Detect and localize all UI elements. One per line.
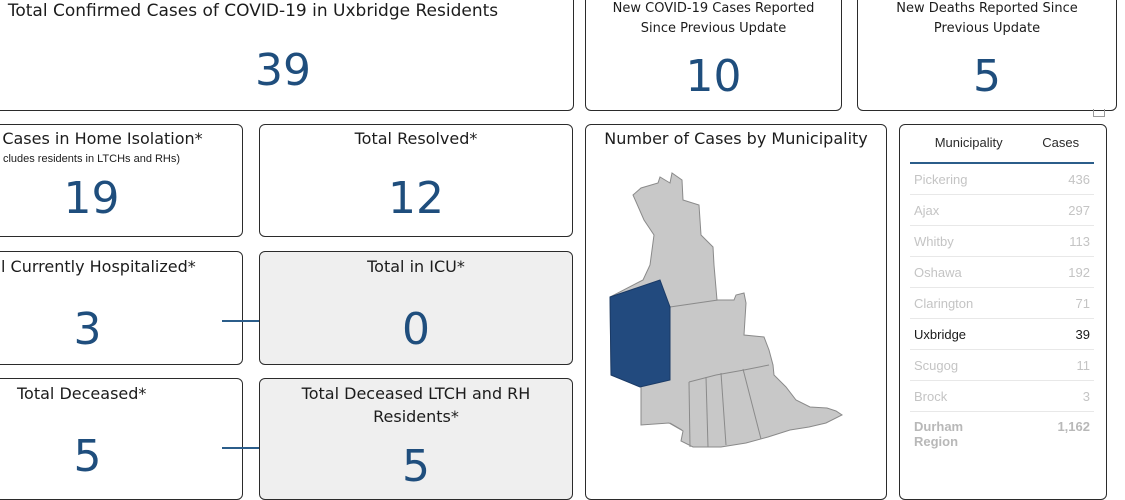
- map-boundary-line: [720, 372, 727, 446]
- table-header-row: Municipality Cases: [910, 129, 1094, 164]
- total-confirmed-value: 39: [255, 45, 311, 96]
- table-row[interactable]: Scugog 11: [910, 349, 1094, 381]
- new-cases-card: New COVID-19 Cases Reported Since Previo…: [585, 0, 842, 111]
- case-count: 436: [1027, 163, 1094, 195]
- case-count: 192: [1027, 256, 1094, 288]
- column-header-municipality[interactable]: Municipality: [910, 129, 1028, 164]
- case-count: 71: [1027, 287, 1094, 319]
- table-body: Pickering 436 Ajax 297 Whitby 113 Oshawa 192…: [910, 163, 1094, 455]
- municipality-table-card: Municipality Cases Pickering 436 Ajax 297 …: [899, 124, 1107, 500]
- table-row[interactable]: Pickering 436: [910, 163, 1094, 195]
- map-boundary-line: [669, 299, 719, 308]
- home-isolation-note: cludes residents in LTCHs and RHs): [2, 153, 181, 165]
- new-deaths-title-line1: New Deaths Reported Since: [896, 1, 1078, 16]
- resize-handle-icon[interactable]: [1093, 109, 1105, 117]
- table-row[interactable]: Uxbridge 39: [910, 318, 1094, 350]
- hospitalized-title: l Currently Hospitalized*: [1, 257, 196, 276]
- case-count: 297: [1027, 194, 1094, 226]
- map-boundary-line: [669, 422, 683, 431]
- total-confirmed-card: Total Confirmed Cases of COVID-19 in Uxb…: [0, 0, 574, 111]
- municipality-name: Oshawa: [910, 256, 1028, 288]
- deceased-ltch-title-line1: Total Deceased LTCH and RH: [301, 384, 531, 403]
- home-isolation-card: Cases in Home Isolation* cludes resident…: [0, 124, 243, 237]
- map-region-uxbridge: [609, 279, 671, 388]
- resolved-value: 12: [388, 173, 444, 224]
- table-row[interactable]: Clarington 71: [910, 287, 1094, 319]
- column-header-cases[interactable]: Cases: [1027, 129, 1094, 164]
- municipality-name: Pickering: [910, 163, 1028, 195]
- icu-card: Total in ICU* 0: [259, 251, 573, 365]
- map-boundary-line: [742, 368, 762, 440]
- resolved-title: Total Resolved*: [354, 129, 478, 148]
- case-count: 3: [1027, 380, 1094, 412]
- municipality-name: Uxbridge: [910, 318, 1028, 350]
- map-title: Number of Cases by Municipality: [604, 129, 868, 148]
- hospitalized-value: 3: [73, 304, 102, 355]
- deceased-value: 5: [73, 431, 102, 482]
- table-total-row: Durham Region 1,162: [910, 412, 1094, 456]
- total-confirmed-title: Total Confirmed Cases of COVID-19 in Uxb…: [7, 1, 499, 21]
- map-boundary-line: [705, 376, 709, 448]
- icu-title: Total in ICU*: [367, 257, 465, 276]
- new-cases-title-line2: Since Previous Update: [640, 21, 787, 36]
- table-row[interactable]: Whitby 113: [910, 225, 1094, 257]
- municipality-name: Brock: [910, 380, 1028, 412]
- municipality-name: Whitby: [910, 225, 1028, 257]
- icu-value: 0: [402, 304, 430, 355]
- hospitalized-card: l Currently Hospitalized* 3: [0, 251, 243, 365]
- case-count: 11: [1027, 349, 1094, 381]
- durham-region-map[interactable]: [586, 125, 887, 500]
- new-deaths-title-line2: Previous Update: [933, 21, 1041, 36]
- total-label: Durham Region: [910, 412, 1027, 456]
- deceased-ltch-card: Total Deceased LTCH and RH Residents* 5: [259, 378, 573, 500]
- municipality-name: Scugog: [910, 349, 1028, 381]
- table-row[interactable]: Oshawa 192: [910, 256, 1094, 288]
- total-label-line1: Durham: [914, 419, 964, 434]
- case-count: 113: [1027, 225, 1094, 257]
- new-cases-title-line1: New COVID-19 Cases Reported: [612, 1, 815, 16]
- table-row[interactable]: Brock 3: [910, 380, 1094, 412]
- home-isolation-title: Cases in Home Isolation*: [2, 129, 203, 148]
- total-count: 1,162: [1057, 419, 1090, 434]
- municipality-table: Municipality Cases Pickering 436 Ajax 297 …: [910, 129, 1094, 455]
- total-label-line2: Region: [914, 434, 959, 449]
- municipality-name: Clarington: [910, 287, 1028, 319]
- deceased-title: Total Deceased*: [17, 384, 147, 403]
- deceased-ltch-value: 5: [402, 441, 430, 492]
- map-boundary-line: [688, 364, 770, 383]
- new-deaths-value: 5: [973, 51, 1001, 102]
- municipality-map-card: Number of Cases by Municipality: [585, 124, 887, 500]
- home-isolation-value: 19: [63, 173, 120, 224]
- municipality-name: Ajax: [910, 194, 1028, 226]
- map-boundary-line: [688, 381, 691, 448]
- deceased-ltch-title-line2: Residents*: [373, 407, 459, 426]
- new-deaths-card: New Deaths Reported Since Previous Updat…: [857, 0, 1117, 111]
- new-cases-value: 10: [685, 51, 742, 102]
- deceased-card: Total Deceased* 5: [0, 378, 243, 500]
- case-count: 39: [1027, 318, 1094, 350]
- resolved-card: Total Resolved* 12: [259, 124, 573, 237]
- table-row[interactable]: Ajax 297: [910, 194, 1094, 226]
